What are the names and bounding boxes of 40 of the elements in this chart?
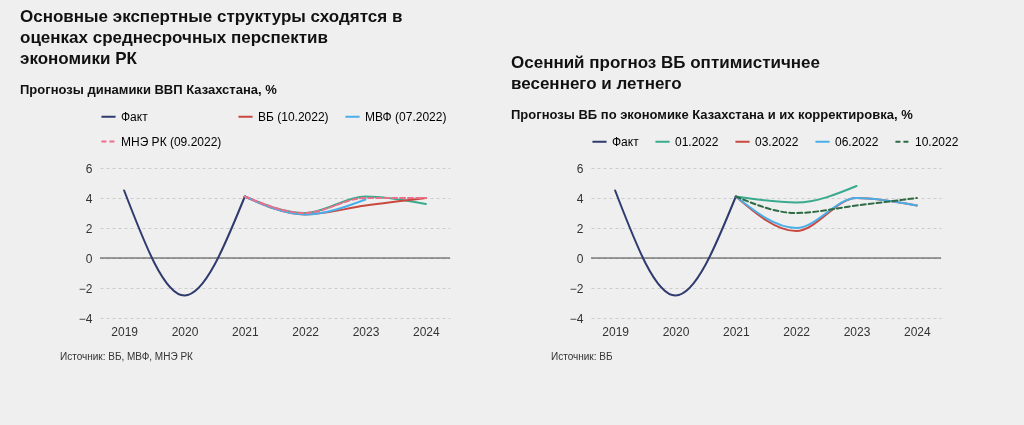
- y-tick-label: −4: [78, 311, 93, 326]
- x-tick-label: 2019: [111, 324, 139, 339]
- legend-label: 06.2022: [835, 134, 879, 149]
- x-tick-label: 2022: [783, 324, 811, 339]
- chart-subtitle: Прогнозы ВБ по экономике Казахстана и их корректировка, %: [511, 107, 914, 122]
- y-tick-label: −4: [569, 311, 584, 326]
- x-tick-label: 2022: [292, 324, 320, 339]
- legend-label: Факт: [121, 109, 149, 124]
- y-tick-label: 4: [85, 191, 93, 206]
- x-tick-label: 2023: [843, 324, 871, 339]
- legend-label: 01.2022: [675, 134, 719, 149]
- chart-title: Осенний прогноз ВБ оптимистичнее весеннего и летнего: [511, 53, 820, 93]
- y-tick-label: 4: [576, 191, 584, 206]
- x-tick-label: 2024: [904, 324, 932, 339]
- x-tick-label: 2023: [352, 324, 380, 339]
- y-tick-label: −2: [569, 281, 584, 296]
- x-tick-label: 2020: [171, 324, 199, 339]
- legend-label: МНЭ РК (09.2022): [121, 134, 222, 149]
- legend-label: Факт: [612, 134, 640, 149]
- line-series: [734, 195, 918, 214]
- chart-subtitle: Прогнозы динамики ВВП Казахстана, %: [20, 82, 278, 97]
- chart-title: Основные экспертные структуры сходятся в оценках среднесрочных перспектив экономики РК: [20, 7, 403, 68]
- y-tick-label: 6: [576, 161, 584, 176]
- x-tick-label: 2019: [602, 324, 630, 339]
- text: Источник: ВБ, МВФ, МНЭ РК: [60, 351, 194, 362]
- legend-label: 10.2022: [915, 134, 959, 149]
- y-tick-label: 6: [85, 161, 93, 176]
- x-tick-label: 2021: [231, 324, 259, 339]
- y-tick-label: −2: [78, 281, 93, 296]
- text: Источник: ВБ: [551, 351, 613, 362]
- x-tick-label: 2021: [722, 324, 750, 339]
- legend-label: 03.2022: [755, 134, 799, 149]
- y-tick-label: 2: [576, 221, 584, 236]
- y-tick-label: 0: [85, 251, 93, 266]
- x-tick-label: 2020: [662, 324, 690, 339]
- x-tick-label: 2024: [413, 324, 441, 339]
- legend-label: ВБ (10.2022): [258, 109, 329, 124]
- y-tick-label: 0: [576, 251, 584, 266]
- legend-label: МВФ (07.2022): [365, 109, 447, 124]
- y-tick-label: 2: [85, 221, 93, 236]
